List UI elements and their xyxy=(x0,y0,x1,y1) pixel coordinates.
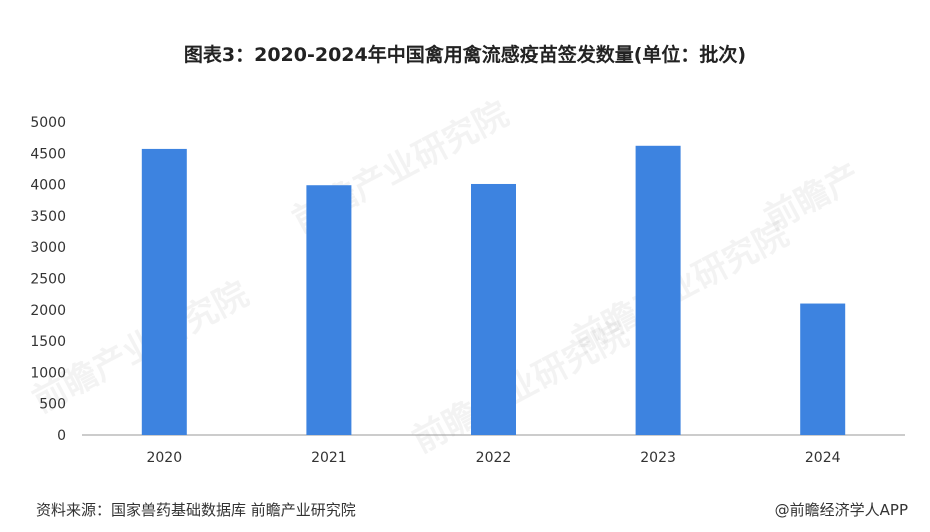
x-tick-label: 2024 xyxy=(805,450,841,466)
y-tick-label: 4000 xyxy=(30,178,66,194)
x-tick-label: 2023 xyxy=(640,450,676,466)
y-tick-label: 3500 xyxy=(30,209,66,225)
y-tick-label: 5000 xyxy=(30,115,66,131)
x-tick-label: 2022 xyxy=(476,450,512,466)
y-tick-label: 1000 xyxy=(30,365,66,381)
bar-chart: 0 500 1000 1500 2000 2500 3000 3500 4000 4500 5000… xyxy=(30,115,905,466)
y-tick-label: 1500 xyxy=(30,334,66,350)
y-tick-label: 500 xyxy=(39,397,66,413)
bar xyxy=(306,185,352,435)
y-tick-label: 2500 xyxy=(30,272,66,288)
x-tick-label: 2020 xyxy=(146,450,182,466)
chart-title: 图表3：2020-2024年中国禽用禽流感疫苗签发数量(单位：批次) xyxy=(183,44,747,66)
bar xyxy=(141,148,187,435)
y-tick-label: 0 xyxy=(57,428,66,444)
y-tick-label: 2000 xyxy=(30,303,66,319)
bar xyxy=(471,183,516,435)
y-tick-label: 4500 xyxy=(30,146,66,162)
bar xyxy=(635,145,681,435)
bar xyxy=(800,303,846,435)
brand-label: @前瞻经济学人APP xyxy=(774,501,908,519)
chart-area: 0 500 1000 1500 2000 2500 3000 3500 4000 4500 5000… xyxy=(0,100,930,480)
y-tick-label: 3000 xyxy=(30,240,66,256)
source-note: 资料来源：国家兽药基础数据库 前瞻产业研究院 xyxy=(36,501,356,519)
x-tick-label: 2021 xyxy=(311,450,347,466)
